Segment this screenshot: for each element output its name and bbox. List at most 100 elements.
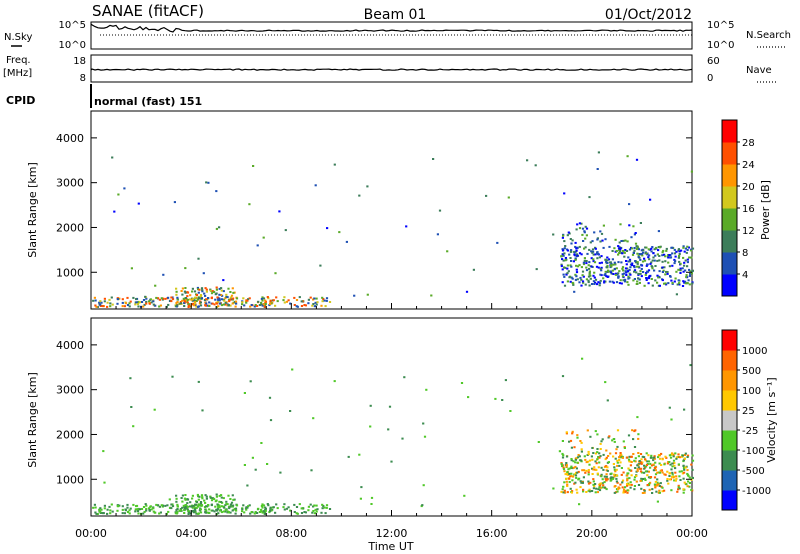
velocity-echo-pixel xyxy=(571,432,573,434)
power-echo-pixel xyxy=(647,256,649,258)
power-echo-pixel xyxy=(670,276,672,278)
power-echo-pixel xyxy=(324,300,326,302)
power-echo-pixel xyxy=(633,252,635,254)
power-echo-pixel xyxy=(674,281,676,283)
power-echo-pixel xyxy=(562,281,564,283)
power-echo-pixel xyxy=(326,300,328,302)
power-echo-pixel xyxy=(563,255,565,257)
velocity-echo-pixel xyxy=(636,464,638,466)
power-echo-pixel xyxy=(685,282,687,284)
velocity-echo-pixel xyxy=(325,512,327,514)
power-echo-pixel xyxy=(612,273,614,275)
velocity-echo-pixel xyxy=(592,473,594,475)
power-echo-pixel xyxy=(232,292,234,294)
velocity-echo-pixel xyxy=(640,480,642,482)
power-echo-pixel xyxy=(685,248,687,250)
power-echo-pixel xyxy=(676,293,678,295)
power-echo-pixel xyxy=(107,302,109,304)
velocity-echo-pixel xyxy=(617,429,619,431)
power-echo-pixel xyxy=(235,306,237,308)
velocity-echo-pixel xyxy=(588,483,590,485)
power-echo-pixel xyxy=(205,181,207,183)
velocity-echo-pixel xyxy=(242,504,244,506)
power-echo-pixel xyxy=(150,298,152,300)
velocity-echo-pixel xyxy=(241,508,243,510)
velocity-colorbar-cell xyxy=(722,470,737,491)
power-echo-pixel xyxy=(170,297,172,299)
velocity-echo-pixel xyxy=(661,487,663,489)
power-colorbar-cell xyxy=(722,230,737,253)
power-echo-pixel xyxy=(646,263,648,265)
power-echo-pixel xyxy=(277,300,279,302)
velocity-echo-pixel xyxy=(116,510,118,512)
power-echo-pixel xyxy=(648,254,650,256)
power-echo-pixel xyxy=(203,272,205,274)
velocity-echo-pixel xyxy=(562,457,564,459)
velocity-echo-pixel xyxy=(689,477,691,479)
power-echo-pixel xyxy=(252,165,254,167)
velocity-echo-pixel xyxy=(651,464,653,466)
velocity-echo-pixel xyxy=(606,457,608,459)
power-echo-pixel xyxy=(183,305,185,307)
velocity-echo-pixel xyxy=(186,502,188,504)
velocity-echo-pixel xyxy=(654,484,656,486)
velocity-echo-pixel xyxy=(188,512,190,514)
power-echo-pixel xyxy=(586,228,588,230)
power-echo-pixel xyxy=(679,250,681,252)
power-echo-pixel xyxy=(241,301,243,303)
velocity-echo-pixel xyxy=(628,459,630,461)
velocity-echo-pixel xyxy=(185,499,187,501)
power-echo-pixel xyxy=(601,240,603,242)
power-echo-pixel xyxy=(622,240,624,242)
power-echo-pixel xyxy=(176,297,178,299)
velocity-echo-pixel xyxy=(588,471,590,473)
velocity-echo-pixel xyxy=(463,495,465,497)
velocity-echo-pixel xyxy=(225,501,227,503)
power-echo-pixel xyxy=(111,297,113,299)
velocity-echo-pixel xyxy=(334,380,336,382)
velocity-echo-pixel xyxy=(649,489,651,491)
velocity-echo-pixel xyxy=(505,379,507,381)
power-echo-pixel xyxy=(576,223,578,225)
velocity-echo-pixel xyxy=(670,489,672,491)
power-echo-pixel xyxy=(575,247,577,249)
power-echo-pixel xyxy=(657,249,659,251)
power-echo-pixel xyxy=(621,268,623,270)
power-echo-pixel xyxy=(221,304,223,306)
velocity-echo-pixel xyxy=(618,486,620,488)
velocity-echo-pixel xyxy=(387,428,389,430)
power-echo-pixel xyxy=(572,239,574,241)
velocity-echo-pixel xyxy=(176,498,178,500)
velocity-echo-pixel xyxy=(604,381,606,383)
velocity-echo-pixel xyxy=(598,457,600,459)
velocity-echo-pixel xyxy=(602,486,604,488)
power-echo-pixel xyxy=(183,298,185,300)
x-tick-label: 20:00 xyxy=(576,527,608,540)
velocity-echo-pixel xyxy=(598,462,600,464)
power-echo-pixel xyxy=(575,265,577,267)
velocity-colorbar-cell xyxy=(722,370,737,391)
power-echo-pixel xyxy=(117,298,119,300)
power-echo-pixel xyxy=(588,261,590,263)
freq-tick-top: 18 xyxy=(73,56,86,67)
velocity-echo-pixel xyxy=(573,446,575,448)
velocity-echo-pixel xyxy=(561,465,563,467)
power-echo-pixel xyxy=(326,297,328,299)
power-echo-pixel xyxy=(606,257,608,259)
velocity-echo-pixel xyxy=(301,512,303,514)
velocity-echo-pixel xyxy=(103,482,105,484)
velocity-echo-pixel xyxy=(618,459,620,461)
power-echo-pixel xyxy=(273,299,275,301)
velocity-echo-pixel xyxy=(194,509,196,511)
velocity-echo-pixel xyxy=(616,481,618,483)
velocity-echo-pixel xyxy=(206,498,208,500)
velocity-echo-pixel xyxy=(621,467,623,469)
power-echo-pixel xyxy=(689,283,691,285)
velocity-echo-pixel xyxy=(198,496,200,498)
power-echo-pixel xyxy=(137,303,139,305)
power-echo-pixel xyxy=(184,300,186,302)
power-echo-pixel xyxy=(596,257,598,259)
velocity-echo-pixel xyxy=(125,509,127,511)
power-echo-pixel xyxy=(688,279,690,281)
velocity-echo-pixel xyxy=(691,469,693,471)
